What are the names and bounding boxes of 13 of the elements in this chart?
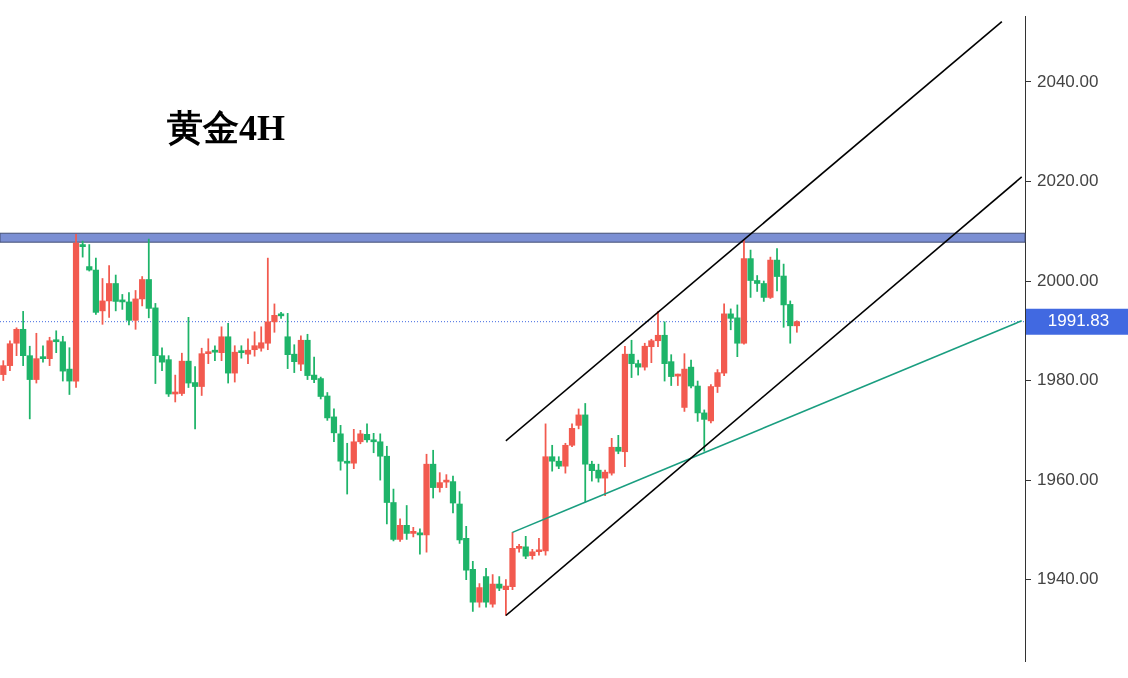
- text: 黄金4H: [167, 107, 286, 150]
- y-tick-label: 1940.00: [1037, 569, 1099, 589]
- y-tick-label: 2040.00: [1037, 71, 1099, 91]
- ref-line-label: 1991.83: [1047, 311, 1110, 331]
- candlestick: [244, 338, 252, 364]
- y-tick-label: 2020.00: [1037, 171, 1099, 191]
- candlestick: [39, 345, 47, 363]
- y-tick-label: 1980.00: [1037, 370, 1099, 390]
- candlestick: [211, 345, 219, 361]
- y-tick-label: 2000.00: [1037, 270, 1099, 290]
- candlestick: [86, 244, 93, 272]
- y-tick-label: 1960.00: [1037, 469, 1099, 489]
- candlestick: [79, 240, 86, 258]
